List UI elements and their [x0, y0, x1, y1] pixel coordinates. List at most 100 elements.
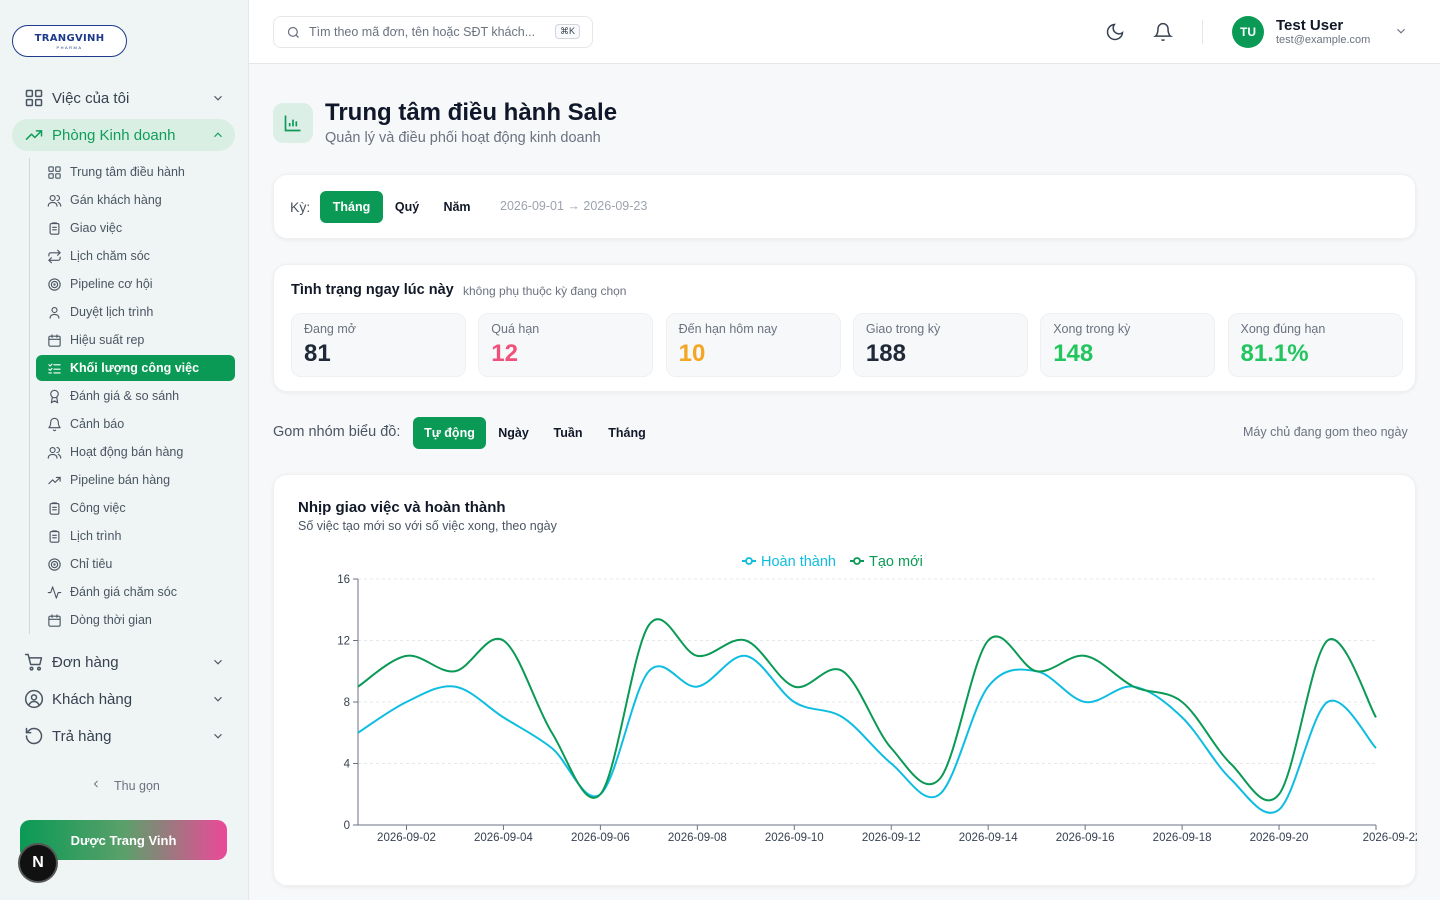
chevron-down-icon[interactable]	[211, 729, 225, 747]
sidebar-item-label: Khách hàng	[52, 690, 133, 708]
sidebar-item-label: Việc của tôi	[52, 89, 130, 107]
group-option-auto[interactable]: Tự động	[413, 417, 486, 449]
page-title: Trung tâm điều hành Sale	[325, 99, 618, 126]
search-icon	[286, 25, 301, 40]
award-icon	[46, 388, 62, 404]
submenu-item-khoi-luong-cong-viec[interactable]: Khối lượng công việc	[36, 355, 235, 381]
submenu-item-label: Pipeline cơ hội	[70, 277, 153, 291]
moon-icon[interactable]	[1103, 20, 1127, 44]
submenu-item-label: Khối lượng công việc	[70, 361, 200, 375]
chart-title: Nhịp giao việc và hoàn thành	[298, 499, 506, 516]
grouping-label: Gom nhóm biểu đồ:	[273, 424, 401, 440]
legend-label-tao-moi: Tạo mới	[869, 554, 923, 570]
sidebar-item-phong-kinh-doanh[interactable]: Phòng Kinh doanh	[12, 119, 235, 151]
chevron-down-icon[interactable]	[211, 692, 225, 710]
company-logo[interactable]: TRANGVINH PHARMA	[12, 25, 127, 57]
date-range: 2026-09-01 → 2026-09-23	[500, 199, 648, 213]
sidebar-item-don-hang[interactable]: Đơn hàng	[12, 646, 235, 678]
submenu-item-label: Duyệt lịch trình	[70, 305, 154, 319]
topbar: Tìm theo mã đơn, tên hoặc SĐT khách... ⌘…	[249, 0, 1440, 64]
submenu-item-label: Cảnh báo	[70, 417, 125, 431]
avatar[interactable]: TU	[1232, 16, 1264, 48]
group-option-week[interactable]: Tuần	[553, 426, 583, 440]
period-option-month[interactable]: Tháng	[320, 191, 383, 223]
submenu-item-hieu-suat-rep[interactable]: Hiệu suất rep	[36, 327, 235, 353]
kpi-den-han-hom-nay: Đến hạn hôm nay 10	[665, 313, 841, 377]
submenu-item-gan-khach-hang[interactable]: Gán khách hàng	[36, 187, 235, 213]
rotate-icon	[24, 726, 44, 746]
trending-up-icon	[46, 472, 62, 488]
submenu-item-giao-viec[interactable]: Giao việc	[36, 215, 235, 241]
x-tick-label: 2026-09-12	[862, 832, 921, 844]
chevron-down-icon[interactable]	[211, 91, 225, 109]
grouping-note: Máy chủ đang gom theo ngày	[1243, 425, 1408, 439]
kpi-xong-dung-han: Xong đúng hạn 81.1%	[1227, 313, 1403, 377]
sidebar-item-viec-cua-toi[interactable]: Việc của tôi	[12, 82, 235, 114]
dev-badge[interactable]: N	[18, 843, 58, 883]
submenu-item-label: Công việc	[70, 501, 126, 515]
submenu-item-lich-cham-soc[interactable]: Lịch chăm sóc	[36, 243, 235, 269]
period-label: Kỳ:	[290, 199, 311, 215]
period-option-quarter[interactable]: Quý	[394, 200, 420, 214]
clipboard-icon	[46, 220, 62, 236]
sidebar-item-tra-hang[interactable]: Trả hàng	[12, 720, 235, 752]
submenu-item-danh-gia-so-sanh[interactable]: Đánh giá & so sánh	[36, 383, 235, 409]
submenu-item-lich-trinh[interactable]: Lịch trình	[36, 523, 235, 549]
kpi-value: 188	[865, 340, 906, 367]
calendar-icon	[46, 332, 62, 348]
submenu-item-duyet-lich-trinh[interactable]: Duyệt lịch trình	[36, 299, 235, 325]
collapse-sidebar-button[interactable]: Thu gọn	[90, 778, 160, 793]
user-circle-icon	[24, 689, 44, 709]
submenu-item-trung-tam-dieu-hanh[interactable]: Trung tâm điều hành	[36, 159, 235, 185]
kpi-label: Giao trong kỳ	[865, 322, 941, 336]
x-tick-label: 2026-09-20	[1250, 832, 1309, 844]
kpi-value: 10	[678, 340, 706, 367]
activity-icon	[46, 584, 62, 600]
clipboard-icon	[46, 500, 62, 516]
x-tick-label: 2026-09-22	[1363, 832, 1417, 844]
chevron-up-icon[interactable]	[211, 128, 225, 146]
chevron-down-icon[interactable]	[1394, 24, 1408, 43]
period-filter-card: Kỳ: Tháng Quý Năm 2026-09-01 → 2026-09-2…	[273, 174, 1416, 239]
submenu-item-pipeline-ban-hang[interactable]: Pipeline bán hàng	[36, 467, 235, 493]
submenu-item-label: Hiệu suất rep	[70, 333, 145, 347]
period-option-year[interactable]: Năm	[443, 200, 471, 214]
submenu-item-label: Lịch trình	[70, 529, 122, 543]
kpi-xong-trong-ky: Xong trong kỳ 148	[1040, 313, 1216, 377]
x-tick-label: 2026-09-06	[571, 832, 630, 844]
search-input[interactable]: Tìm theo mã đơn, tên hoặc SĐT khách... ⌘…	[273, 16, 593, 48]
kpi-label: Xong đúng hạn	[1240, 322, 1326, 336]
submenu-item-cong-viec[interactable]: Công việc	[36, 495, 235, 521]
sidebar-item-label: Trả hàng	[52, 727, 112, 745]
bell-icon[interactable]	[1151, 20, 1175, 44]
group-option-day[interactable]: Ngày	[498, 426, 529, 440]
submenu-item-canh-bao[interactable]: Cảnh báo	[36, 411, 235, 437]
x-tick-label: 2026-09-18	[1153, 832, 1212, 844]
submenu-item-label: Hoạt động bán hàng	[70, 445, 184, 459]
submenu-item-dong-thoi-gian[interactable]: Dòng thời gian	[36, 607, 235, 633]
chart-card: Nhịp giao việc và hoàn thành Số việc tạo…	[273, 474, 1417, 886]
submenu-item-danh-gia-cham-soc[interactable]: Đánh giá chăm sóc	[36, 579, 235, 605]
chevron-down-icon[interactable]	[211, 655, 225, 673]
sidebar-item-khach-hang[interactable]: Khách hàng	[12, 683, 235, 715]
kpi-giao-trong-ky: Giao trong kỳ 188	[852, 313, 1028, 377]
submenu-guide-line	[29, 158, 30, 634]
submenu-item-label: Lịch chăm sóc	[70, 249, 150, 263]
status-title: Tình trạng ngay lúc này	[291, 282, 454, 298]
group-option-month[interactable]: Tháng	[608, 426, 646, 440]
target-icon	[46, 556, 62, 572]
submenu-item-label: Chỉ tiêu	[70, 557, 113, 571]
submenu-item-label: Gán khách hàng	[70, 193, 162, 207]
users-icon	[46, 192, 62, 208]
user-name[interactable]: Test User	[1276, 17, 1344, 34]
submenu-item-pipeline-co-hoi[interactable]: Pipeline cơ hội	[36, 271, 235, 297]
submenu-item-hoat-dong-ban-hang[interactable]: Hoạt động bán hàng	[36, 439, 235, 465]
clipboard-icon	[46, 528, 62, 544]
user-check-icon	[46, 304, 62, 320]
submenu-item-chi-tieu[interactable]: Chỉ tiêu	[36, 551, 235, 577]
legend-marker-tao-moi	[853, 557, 861, 565]
sidebar-item-label: Phòng Kinh doanh	[52, 126, 176, 144]
y-tick-label: 0	[344, 820, 350, 832]
target-icon	[46, 276, 62, 292]
x-tick-label: 2026-09-16	[1056, 832, 1115, 844]
